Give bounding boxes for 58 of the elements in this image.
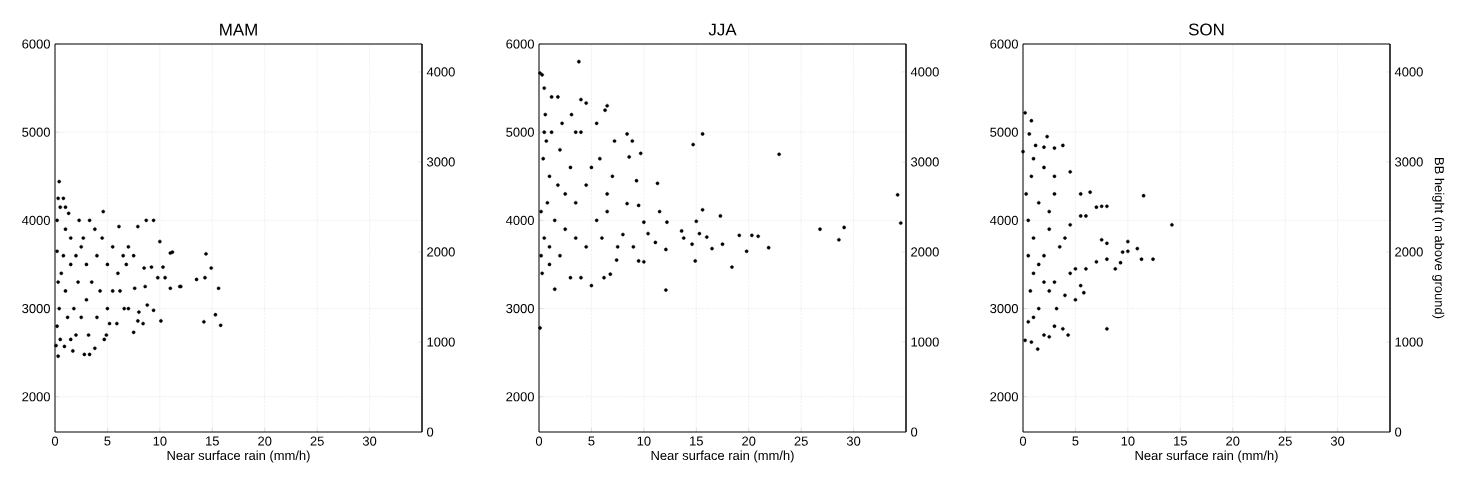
y2-tick-label: 3000	[427, 157, 455, 167]
y2-tick-label: 0	[911, 427, 918, 437]
x-tick-label: 25	[310, 436, 324, 446]
x-tick-label: 10	[1121, 436, 1135, 446]
x-tick-label: 0	[1019, 436, 1027, 446]
x-tick-label: 30	[362, 436, 377, 446]
y-tick-label: 4000	[989, 215, 1018, 225]
y2-tick-label: 2000	[1395, 247, 1423, 257]
y2-tick-label: 4000	[910, 67, 939, 77]
y-tick-label: 4000	[21, 215, 50, 225]
y2-tick-label: 1000	[911, 337, 939, 347]
x-tick-label: 0	[535, 436, 543, 446]
y-tick-label: 5000	[990, 127, 1018, 137]
y-tick-label: 3000	[22, 303, 50, 314]
y2-tick-label: 0	[1395, 427, 1402, 437]
x-tick-label: 15	[206, 436, 219, 446]
y-tick-label: 4000	[505, 215, 534, 225]
x-tick-label: 20	[258, 436, 272, 446]
y2-tick-label: 3000	[911, 157, 939, 167]
x-tick-label: 15	[1174, 436, 1187, 446]
x-axis-title: Near surface rain (mm/h)	[1135, 450, 1278, 463]
y2-tick-label: 4000	[1394, 67, 1423, 77]
y-tick-label: 5000	[506, 127, 534, 137]
y2-axis-title: BB height (m above ground)	[1432, 158, 1445, 319]
x-tick-label: 5	[1072, 436, 1079, 446]
x-tick-label: 10	[637, 436, 651, 446]
y-tick-label: 2000	[22, 392, 50, 402]
y2-tick-label: 2000	[911, 247, 939, 257]
y2-tick-label: 4000	[426, 67, 455, 77]
x-axis-title: Near surface rain (mm/h)	[651, 450, 794, 463]
x-tick-label: 25	[1278, 436, 1292, 446]
x-tick-label: 5	[104, 436, 111, 446]
y2-tick-label: 2000	[427, 247, 455, 257]
y-tick-label: 6000	[990, 39, 1018, 49]
x-tick-label: 10	[153, 436, 167, 446]
chart-title: JJA	[708, 23, 737, 36]
y2-tick-label: 1000	[1395, 337, 1423, 347]
x-tick-label: 0	[51, 436, 59, 446]
x-tick-label: 15	[690, 436, 703, 446]
y2-tick-label: 3000	[1395, 157, 1423, 167]
x-tick-label: 30	[1330, 436, 1345, 446]
y-tick-label: 3000	[990, 303, 1018, 314]
y-tick-label: 2000	[990, 392, 1018, 402]
x-tick-label: 25	[794, 436, 808, 446]
y2-tick-label: 1000	[427, 337, 455, 347]
chart-title: SON	[1188, 23, 1224, 36]
x-tick-label: 30	[846, 436, 861, 446]
y-tick-label: 6000	[506, 39, 534, 49]
y-tick-label: 3000	[506, 303, 534, 314]
y2-tick-label: 0	[427, 427, 434, 437]
y-tick-label: 6000	[22, 39, 50, 49]
x-tick-label: 5	[588, 436, 595, 446]
chart-title: MAM	[220, 23, 257, 36]
x-tick-label: 20	[1226, 436, 1240, 446]
x-axis-title: Near surface rain (mm/h)	[167, 450, 310, 463]
y-tick-label: 2000	[506, 392, 534, 402]
x-tick-label: 20	[742, 436, 756, 446]
y-tick-label: 5000	[22, 127, 50, 137]
